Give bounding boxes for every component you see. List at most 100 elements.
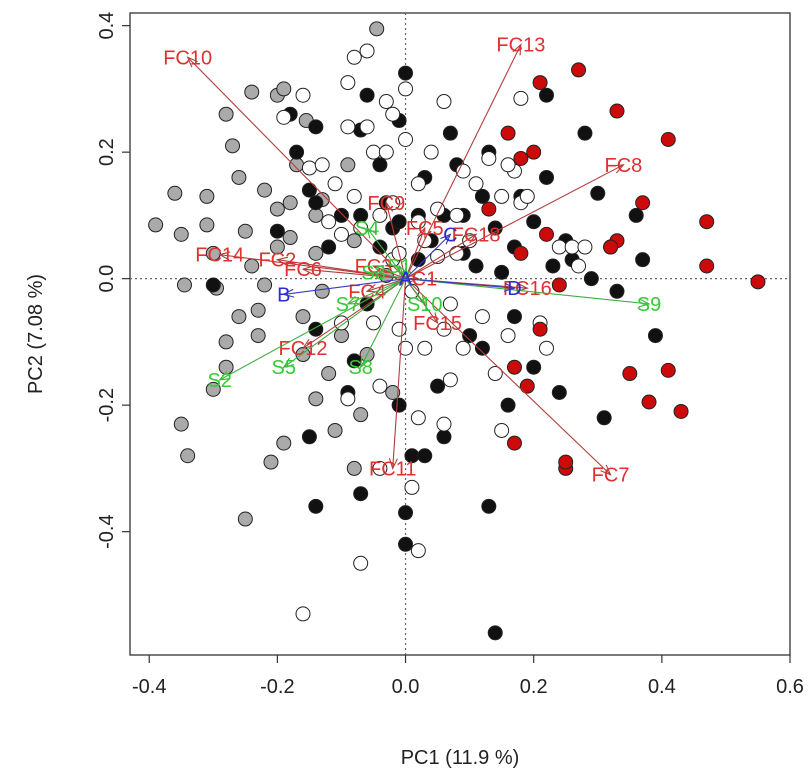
point-black: [333, 207, 349, 223]
point-black: [635, 252, 651, 268]
vector-arrowhead: [384, 201, 394, 214]
point-grey: [269, 239, 285, 255]
point-grey: [346, 460, 362, 476]
point-black: [289, 144, 305, 160]
vector-arrow: [405, 278, 650, 305]
point-red: [519, 378, 535, 394]
point-red: [500, 125, 516, 141]
point-black: [391, 397, 407, 413]
vector-arrow: [405, 164, 624, 280]
point-white: [423, 144, 439, 160]
vector-arrowhead: [398, 264, 408, 277]
point-white: [410, 543, 426, 559]
point-white: [551, 239, 567, 255]
x-tick-label: -0.4: [132, 676, 166, 698]
point-grey: [218, 106, 234, 122]
point-white: [442, 372, 458, 388]
vector-label: FC14: [195, 245, 244, 267]
point-black: [474, 340, 490, 356]
vector-arrow: [405, 233, 451, 280]
point-white: [410, 410, 426, 426]
point-white: [385, 106, 401, 122]
point-black: [583, 271, 599, 287]
point-grey: [199, 217, 215, 233]
point-grey: [199, 188, 215, 204]
point-white: [468, 176, 484, 192]
vector-arrowhead: [218, 251, 231, 261]
point-black: [526, 214, 542, 230]
vector-arrowhead: [366, 226, 377, 239]
vector-arrow: [405, 227, 426, 279]
point-red: [699, 214, 715, 230]
vector-arrow: [283, 278, 406, 368]
point-grey: [231, 309, 247, 325]
point-grey: [308, 207, 324, 223]
point-red: [673, 403, 689, 419]
point-red: [513, 150, 529, 166]
vector-label: FC5: [406, 218, 444, 240]
point-black: [372, 239, 388, 255]
x-tick-label: 0.4: [648, 676, 676, 698]
point-white: [410, 214, 426, 230]
vector-arrowhead: [282, 357, 295, 369]
point-grey: [385, 385, 401, 401]
point-grey: [244, 258, 260, 274]
point-grey: [250, 328, 266, 344]
vector-label: FC16: [503, 278, 552, 300]
vector-arrow: [405, 278, 611, 476]
point-black: [494, 264, 510, 280]
point-white: [398, 340, 414, 356]
point-grey: [295, 309, 311, 325]
x-axis: -0.4 -0.2 0.0 0.2 0.4 0.6: [132, 655, 804, 698]
point-black: [539, 87, 555, 103]
point-grey: [237, 511, 253, 527]
vector-label: S1: [387, 256, 411, 278]
vector-arrowhead: [275, 256, 288, 266]
point-white: [513, 90, 529, 106]
point-black: [647, 328, 663, 344]
point-red: [603, 239, 619, 255]
point-white: [410, 176, 426, 192]
vector-arrowhead: [512, 43, 522, 56]
vector-label: FC11: [369, 458, 416, 480]
point-black: [301, 182, 317, 198]
point-grey: [257, 182, 273, 198]
point-grey: [289, 157, 305, 173]
vector-arrowhead: [417, 226, 426, 239]
point-white: [391, 321, 407, 337]
point-grey: [340, 157, 356, 173]
y-axis-title: PC2 (7.08 %): [25, 274, 47, 394]
vector-label: S4: [355, 218, 379, 240]
vector-label: B: [277, 284, 290, 306]
vector-arrow: [405, 44, 522, 279]
vector-label: FC2: [258, 250, 296, 272]
point-black: [301, 429, 317, 445]
vector-arrow: [405, 233, 477, 280]
vector-arrowhead: [360, 356, 370, 369]
point-black: [372, 157, 388, 173]
point-red: [506, 435, 522, 451]
point-grey: [205, 381, 221, 397]
point-red: [506, 359, 522, 375]
point-grey: [308, 245, 324, 261]
point-white: [333, 315, 349, 331]
x-tick-label: -0.2: [260, 676, 294, 698]
point-grey: [276, 81, 292, 97]
point-white: [333, 226, 349, 242]
vector-label: D: [507, 278, 521, 300]
point-white: [340, 75, 356, 91]
point-red: [571, 62, 587, 78]
vector-arrow: [283, 278, 406, 296]
point-black: [398, 536, 414, 552]
vector-arrowhead: [346, 295, 359, 305]
y-tick-label: -0.2: [96, 388, 118, 422]
vector-arrow: [302, 278, 406, 349]
point-white: [276, 109, 292, 125]
point-black: [609, 283, 625, 299]
point-grey: [250, 302, 266, 318]
vector-arrowhead: [388, 457, 398, 470]
vector-label: FC8: [604, 155, 642, 177]
y-tick-label: 0.2: [96, 138, 118, 166]
point-white: [449, 207, 465, 223]
